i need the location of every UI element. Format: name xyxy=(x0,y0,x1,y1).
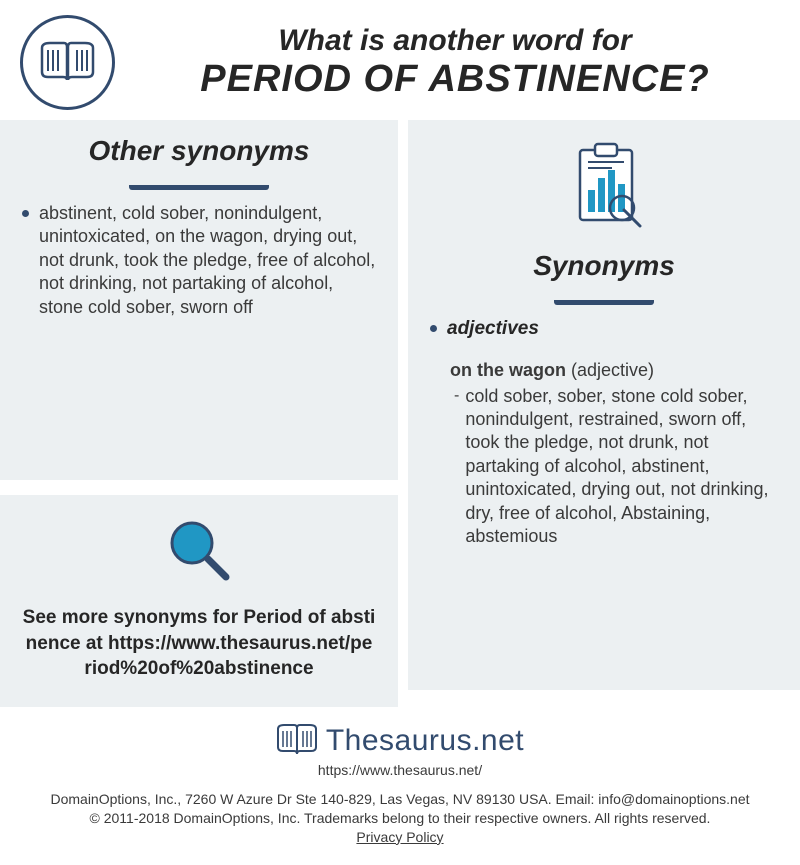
footer-legal: DomainOptions, Inc., 7260 W Azure Dr Ste… xyxy=(20,790,780,847)
other-synonyms-heading: Other synonyms xyxy=(22,135,376,167)
footer-logo: Thesaurus.net xyxy=(20,722,780,760)
clipboard-icon xyxy=(430,135,778,240)
title-line2: PERIOD OF ABSTINENCE? xyxy=(130,58,780,101)
synonym-text: abstinent, cold sober, nonindulgent, uni… xyxy=(39,202,376,319)
bullet-icon xyxy=(430,325,437,332)
right-column: Synonyms adjectives on the wagon (adject… xyxy=(408,120,800,707)
group-label: adjectives xyxy=(447,317,539,342)
synonym-bullet: abstinent, cold sober, nonindulgent, uni… xyxy=(22,202,376,319)
heading-underline xyxy=(554,300,654,305)
see-more-card: See more synonyms for Period of abstinen… xyxy=(0,495,398,707)
entry-term-row: on the wagon (adjective) xyxy=(450,360,778,381)
left-column: Other synonyms abstinent, cold sober, no… xyxy=(0,120,398,707)
entry-pos: (adjective) xyxy=(571,360,654,380)
footer-url: https://www.thesaurus.net/ xyxy=(20,762,780,778)
other-synonyms-card: Other synonyms abstinent, cold sober, no… xyxy=(0,120,398,480)
footer-book-icon xyxy=(276,722,318,760)
bullet-icon xyxy=(22,210,29,217)
footer: Thesaurus.net https://www.thesaurus.net/… xyxy=(0,707,800,852)
footer-legal-line1: DomainOptions, Inc., 7260 W Azure Dr Ste… xyxy=(20,790,780,809)
footer-brand: Thesaurus.net xyxy=(326,724,524,758)
group-row: adjectives xyxy=(430,317,778,350)
dash-icon: - xyxy=(454,387,459,549)
main-columns: Other synonyms abstinent, cold sober, no… xyxy=(0,120,800,707)
entry: on the wagon (adjective) - cold sober, s… xyxy=(450,360,778,549)
page-title: What is another word for PERIOD OF ABSTI… xyxy=(130,24,780,101)
privacy-link[interactable]: Privacy Policy xyxy=(356,829,443,845)
synonyms-heading: Synonyms xyxy=(430,250,778,282)
entry-list: - cold sober, sober, stone cold sober, n… xyxy=(454,385,778,549)
header: What is another word for PERIOD OF ABSTI… xyxy=(0,0,800,120)
see-more-text: See more synonyms for Period of abstinen… xyxy=(22,605,376,682)
entry-term: on the wagon xyxy=(450,360,566,380)
see-more-url: https://www.thesaurus.net/period%20of%20… xyxy=(84,633,372,680)
title-line1: What is another word for xyxy=(130,24,780,58)
entry-words: cold sober, sober, stone cold sober, non… xyxy=(465,385,778,549)
heading-underline xyxy=(129,185,269,190)
synonyms-card: Synonyms adjectives on the wagon (adject… xyxy=(408,120,800,690)
footer-legal-line2: © 2011-2018 DomainOptions, Inc. Trademar… xyxy=(20,809,780,828)
book-icon xyxy=(20,15,115,110)
magnifier-icon xyxy=(22,515,376,590)
